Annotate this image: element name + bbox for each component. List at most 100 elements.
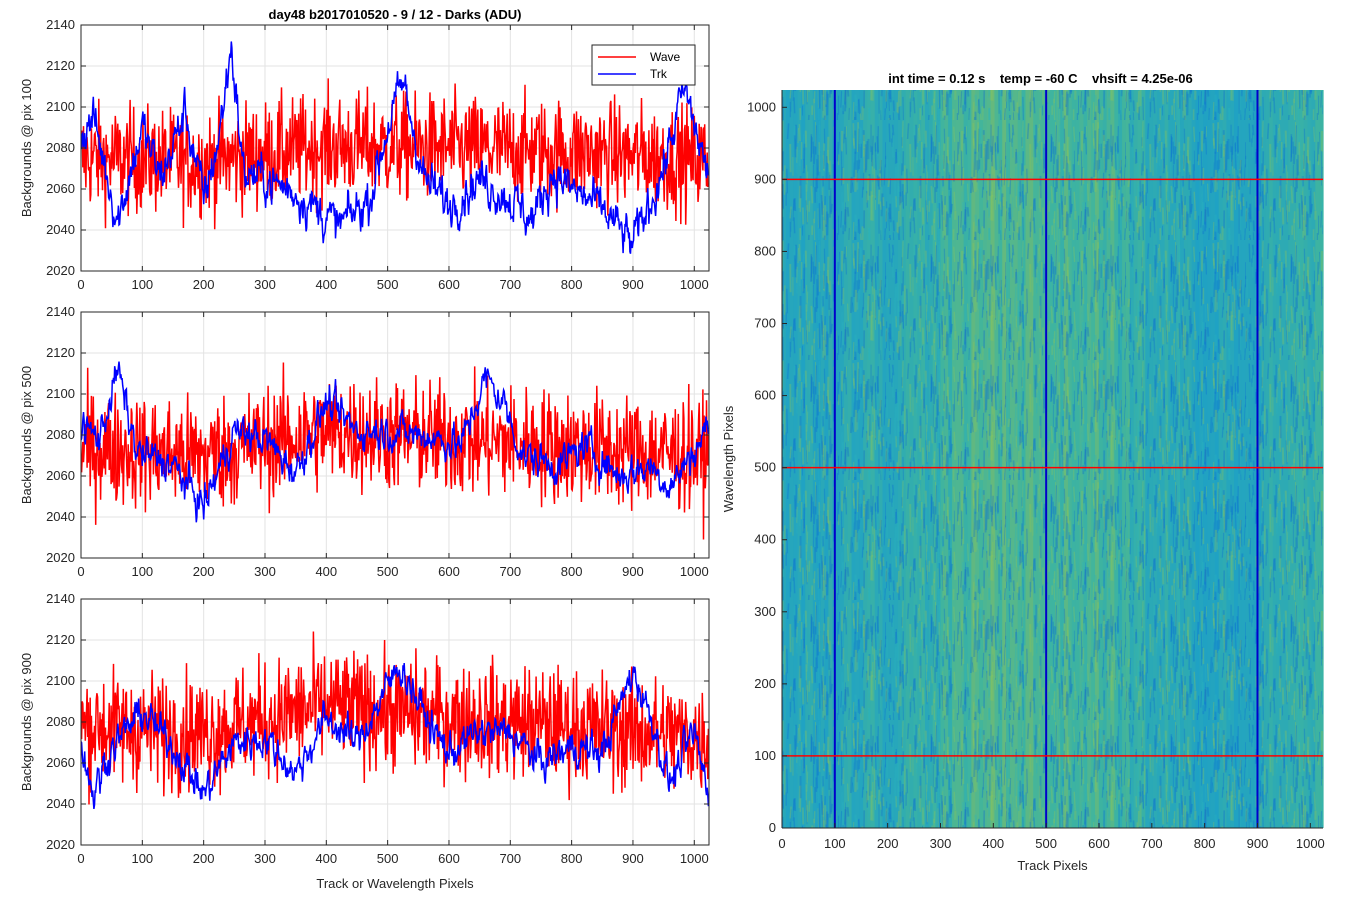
heatmap-texture-overlay: [782, 90, 1323, 828]
y-tick-label: 2080: [46, 427, 75, 442]
y-tick-label: 100: [754, 748, 776, 763]
x-axis-label: Track or Wavelength Pixels: [316, 876, 474, 891]
y-axis-label: Backgrounds @ pix 500: [19, 366, 34, 504]
y-tick-label: 600: [754, 388, 776, 403]
x-tick-label: 400: [315, 277, 337, 292]
x-tick-label: 300: [254, 851, 276, 866]
y-tick-label: 2100: [46, 386, 75, 401]
y-tick-label: 2060: [46, 755, 75, 770]
x-tick-label: 600: [438, 564, 460, 579]
x-tick-label: 700: [499, 851, 521, 866]
y-axis-label: Backgrounds @ pix 100: [19, 79, 34, 217]
x-tick-label: 500: [1035, 836, 1057, 851]
x-tick-label: 700: [1141, 836, 1163, 851]
x-tick-label: 1000: [680, 851, 709, 866]
x-tick-label: 900: [622, 564, 644, 579]
y-tick-label: 2040: [46, 222, 75, 237]
x-tick-label: 700: [499, 564, 521, 579]
x-tick-label: 800: [561, 564, 583, 579]
y-tick-label: 2120: [46, 345, 75, 360]
x-tick-label: 300: [930, 836, 952, 851]
x-tick-label: 300: [254, 564, 276, 579]
x-tick-label: 700: [499, 277, 521, 292]
x-tick-label: 500: [377, 851, 399, 866]
y-tick-label: 400: [754, 532, 776, 547]
y-tick-label: 2120: [46, 632, 75, 647]
y-tick-label: 200: [754, 676, 776, 691]
y-tick-label: 900: [754, 171, 776, 186]
x-tick-label: 900: [1247, 836, 1269, 851]
x-tick-label: 0: [77, 851, 84, 866]
x-tick-label: 0: [77, 564, 84, 579]
x-axis-label: Track Pixels: [1017, 858, 1088, 873]
line-panel-2: 0 100 200 300 400 500 600 700 800 900 1000 2020 2040…: [19, 304, 710, 579]
y-tick-label: 2140: [46, 304, 75, 319]
x-tick-label: 400: [315, 851, 337, 866]
x-tick-label: 300: [254, 277, 276, 292]
series-line-trk: [81, 662, 709, 810]
y-tick-label: 2020: [46, 837, 75, 852]
y-tick-label: 2100: [46, 99, 75, 114]
legend-label-wave: Wave: [650, 50, 681, 64]
y-tick-label: 2040: [46, 796, 75, 811]
heatmap-image: [782, 90, 1324, 828]
y-tick-label: 2020: [46, 263, 75, 278]
x-tick-label: 100: [824, 836, 846, 851]
y-axis-label: Wavelength Pixels: [721, 405, 736, 512]
x-tick-label: 800: [561, 851, 583, 866]
legend-box: [591, 44, 696, 86]
y-tick-label: 2040: [46, 509, 75, 524]
line-panels: 0 100 200 300 400 500 600 700 800 900 100020202040…: [19, 17, 710, 891]
heatmap-panel: 0 100 200 300 400 500 600 700 800 900 1000 0 100 200 3…: [721, 71, 1325, 873]
x-tick-label: 1000: [680, 277, 709, 292]
x-tick-label: 600: [1088, 836, 1110, 851]
x-tick-label: 400: [315, 564, 337, 579]
figure-title: day48 b2017010520 - 9 / 12 - Darks (ADU): [269, 7, 522, 22]
series-line-wave: [81, 78, 709, 230]
y-tick-label: 300: [754, 604, 776, 619]
y-tick-label: 2020: [46, 550, 75, 565]
x-tick-label: 200: [193, 851, 215, 866]
y-tick-label: 2140: [46, 591, 75, 606]
x-tick-label: 800: [1194, 836, 1216, 851]
x-tick-label: 500: [377, 277, 399, 292]
x-tick-label: 1000: [1296, 836, 1325, 851]
y-tick-label: 2100: [46, 673, 75, 688]
y-tick-label: 500: [754, 460, 776, 475]
series-line-wave: [81, 362, 709, 540]
x-tick-label: 0: [77, 277, 84, 292]
x-tick-label: 200: [877, 836, 899, 851]
x-tick-label: 600: [438, 277, 460, 292]
x-tick-label: 1000: [680, 564, 709, 579]
x-tick-label: 200: [193, 564, 215, 579]
line-panel-3: 0 100 200 300 400 500 600 700 800 900 1000 2020 2040…: [19, 591, 710, 891]
x-tick-label: 900: [622, 277, 644, 292]
y-tick-label: 2140: [46, 17, 75, 32]
x-tick-label: 0: [778, 836, 785, 851]
y-tick-label: 2120: [46, 58, 75, 73]
x-tick-label: 100: [131, 851, 153, 866]
heatmap-title: int time = 0.12 s temp = -60 C vhsift = …: [888, 71, 1193, 86]
legend-label-trk: Trk: [650, 67, 668, 81]
series-line-wave: [81, 631, 709, 805]
x-tick-label: 600: [438, 851, 460, 866]
x-tick-label: 800: [561, 277, 583, 292]
y-tick-label: 2080: [46, 140, 75, 155]
y-tick-label: 2080: [46, 714, 75, 729]
x-tick-label: 100: [131, 564, 153, 579]
y-tick-label: 1000: [747, 99, 776, 114]
x-tick-label: 100: [131, 277, 153, 292]
y-tick-label: 700: [754, 316, 776, 331]
y-tick-label: 800: [754, 243, 776, 258]
line-panel-1: 0 100 200 300 400 500 600 700 800 900 1000 2020 2040…: [19, 17, 710, 292]
y-tick-label: 2060: [46, 181, 75, 196]
series-line-trk: [81, 41, 709, 254]
y-tick-label: 2060: [46, 468, 75, 483]
y-tick-label: 0: [769, 820, 776, 835]
x-tick-label: 500: [377, 564, 399, 579]
legend: Wave Trk: [591, 44, 696, 86]
y-axis-label: Backgrounds @ pix 900: [19, 653, 34, 791]
x-tick-label: 900: [622, 851, 644, 866]
series-line-trk: [81, 361, 709, 523]
